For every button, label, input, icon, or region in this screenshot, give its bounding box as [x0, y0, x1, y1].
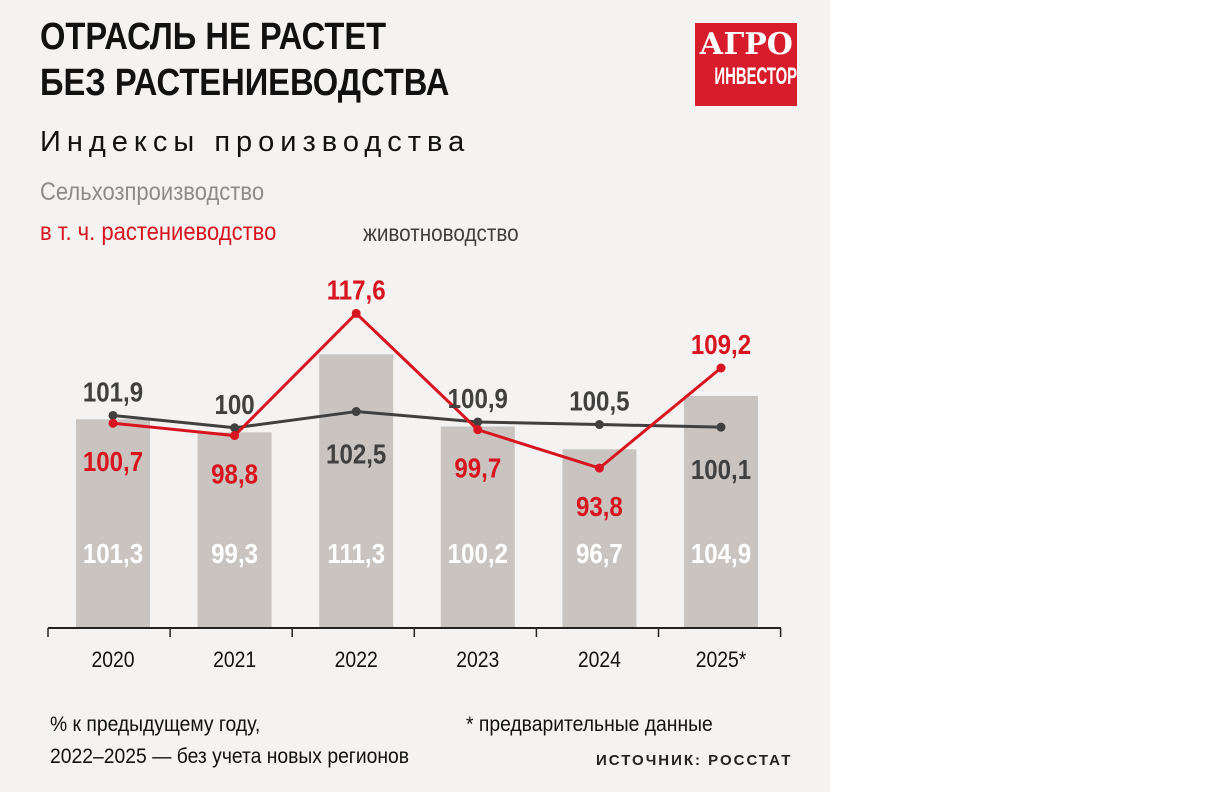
livestock-point-2020 — [108, 410, 118, 420]
x-tick-label: 2023 — [456, 648, 499, 672]
title-line-1: ОТРАСЛЬ НЕ РАСТЕТ — [40, 16, 387, 58]
livestock-point-2023 — [473, 417, 483, 427]
bar-2023 — [440, 426, 515, 628]
crop-value-label: 98,8 — [211, 458, 258, 490]
crop-point-2020 — [108, 418, 118, 428]
crop-point-2022 — [351, 308, 361, 318]
livestock-value-label: 100,9 — [448, 382, 508, 414]
x-tick-label: 2020 — [91, 648, 134, 672]
livestock-value-label: 101,9 — [83, 376, 143, 408]
chart-plot: 2020 2021 2022 2023 2024 2025* 101,3 99,3 111,3 1… — [47, 274, 782, 672]
bar-2024 — [562, 449, 637, 628]
title-line-2: БЕЗ РАСТЕНИЕВОДСТВА — [40, 62, 450, 104]
x-tick-label: 2025* — [696, 648, 747, 672]
x-tick-label: 2024 — [578, 648, 621, 672]
agroinvestor-logo: АГРО ИНВЕСТОР — [695, 23, 797, 106]
chart-subtitle: Индексы производства — [40, 126, 471, 158]
x-tick-label: 2021 — [213, 648, 256, 672]
livestock-value-label: 100,5 — [569, 385, 629, 417]
bar-value-label: 96,7 — [576, 537, 623, 569]
footnote-units: % к предыдущему году, — [50, 713, 261, 736]
crop-point-2025* — [716, 363, 726, 373]
livestock-point-2021 — [230, 423, 240, 433]
chart-title: ОТРАСЛЬ НЕ РАСТЕТ БЕЗ РАСТЕНИЕВОДСТВА — [40, 14, 449, 106]
legend-total: Сельхозпроизводство — [40, 178, 265, 206]
bar-value-label: 101,3 — [83, 537, 143, 569]
bar-value-label: 99,3 — [211, 537, 258, 569]
crop-value-label: 100,7 — [83, 446, 143, 478]
crop-point-2024 — [594, 463, 604, 473]
legend-crop: в т. ч. растениеводство — [40, 218, 277, 246]
bar-2021 — [197, 432, 272, 628]
bar-value-label: 104,9 — [691, 537, 751, 569]
crop-value-label: 93,8 — [576, 490, 623, 522]
logo-line-1: АГРО — [699, 27, 793, 62]
livestock-value-label: 100,1 — [691, 453, 751, 485]
bar-2022 — [319, 354, 394, 628]
livestock-point-2025* — [716, 422, 726, 432]
crop-value-label: 109,2 — [691, 328, 751, 360]
legend-livestock: животноводство — [363, 220, 519, 246]
bar-value-label: 111,3 — [327, 537, 385, 569]
bar-2020 — [76, 419, 150, 628]
footnote-regions: 2022–2025 — без учета новых регионов — [50, 745, 410, 768]
x-tick-label: 2022 — [335, 648, 378, 672]
bar-value-label: 100,2 — [448, 537, 508, 569]
source-label: ИСТОЧНИК: РОССТАТ — [596, 752, 793, 769]
bar-2025* — [684, 395, 758, 628]
crop-value-label: 117,6 — [327, 274, 386, 306]
footnote-preliminary: * предварительные данные — [466, 713, 713, 736]
crop-point-2021 — [230, 431, 240, 441]
livestock-value-label: 102,5 — [326, 438, 386, 470]
livestock-point-2024 — [594, 420, 604, 430]
livestock-line — [112, 410, 722, 430]
crop-value-label: 99,7 — [454, 452, 501, 484]
crop-line — [112, 311, 722, 470]
crop-point-2023 — [473, 425, 483, 435]
livestock-value-label: 100 — [215, 388, 255, 420]
livestock-point-2022 — [351, 407, 361, 417]
